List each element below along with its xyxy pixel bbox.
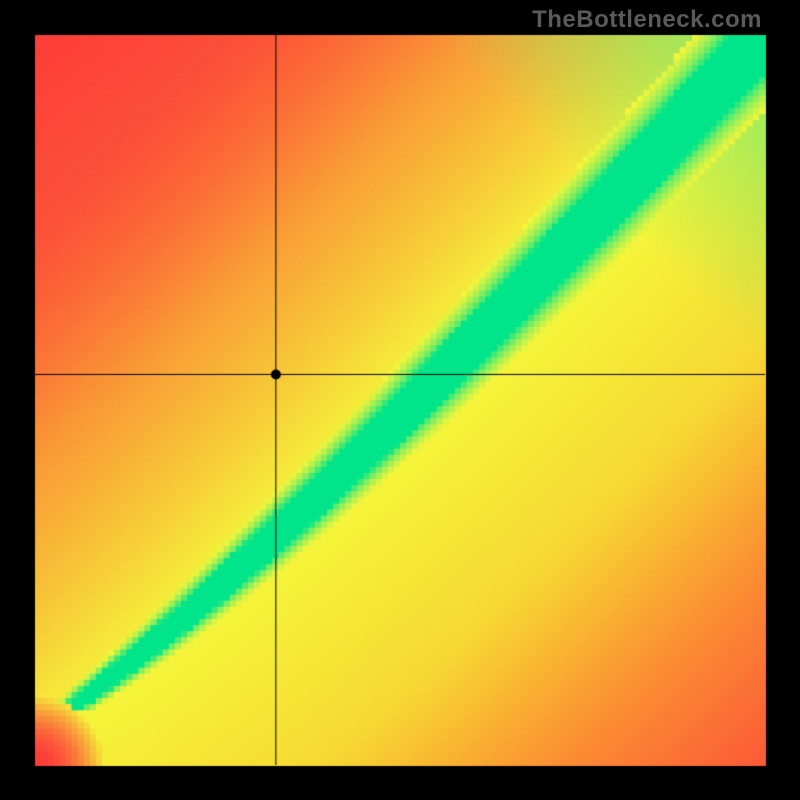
chart-container: TheBottleneck.com (0, 0, 800, 800)
watermark-text: TheBottleneck.com (532, 6, 762, 34)
heatmap-canvas (0, 0, 800, 800)
